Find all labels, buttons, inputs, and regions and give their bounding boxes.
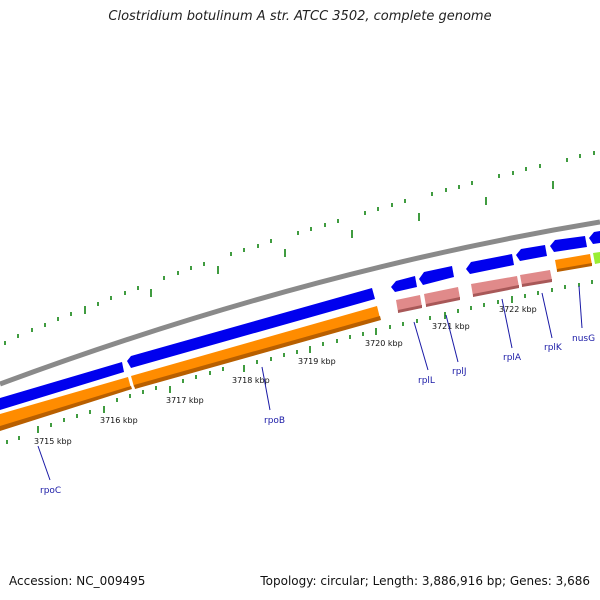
gene-rpoB-cds[interactable] [127, 288, 375, 368]
gene-rplK-shadow [522, 279, 552, 287]
gene-rplJ-shadow [426, 297, 460, 307]
inner-tick-ring [6, 280, 593, 444]
genome-backbone [0, 219, 600, 387]
scale-label: 3717 kbp [166, 396, 204, 405]
gene-label-nusG[interactable]: nusG [572, 334, 595, 344]
gene-label-rplJ[interactable]: rplJ [452, 367, 467, 377]
scale-label: 3715 kbp [34, 437, 72, 446]
scale-label: 3722 kbp [499, 305, 537, 314]
scale-label: 3721 kbp [432, 322, 470, 331]
gene-rplJ-cds[interactable] [419, 266, 454, 285]
gene-rpoB-shadow [134, 316, 381, 389]
gene-nusG-shadow [557, 263, 592, 272]
gene-rpoC-shadow [0, 386, 132, 431]
gene-label-rpoB[interactable]: rpoB [264, 416, 285, 426]
gene-nusG-cds[interactable] [550, 236, 587, 252]
gene-track [0, 252, 600, 431]
outer-tick-ring [4, 151, 595, 345]
gene-accent[interactable] [593, 252, 600, 264]
gene-rplL-shadow [398, 305, 422, 313]
gene-rpoB[interactable] [131, 306, 380, 387]
gene-next-cds[interactable] [589, 231, 600, 244]
gene-rplA-cds[interactable] [466, 254, 514, 274]
gene-rplK[interactable] [520, 270, 552, 286]
gene-rplA-shadow [473, 285, 519, 297]
gene-rpoC[interactable] [0, 377, 131, 428]
scale-label: 3718 kbp [232, 376, 270, 385]
gene-nusG[interactable] [555, 254, 592, 271]
gene-rplJ[interactable] [424, 287, 460, 306]
gene-rpoC-cds[interactable] [0, 362, 124, 410]
gene-rplK-cds[interactable] [516, 245, 547, 261]
gene-rplL-cds[interactable] [391, 276, 417, 292]
gene-label-rplK[interactable]: rplK [544, 343, 563, 353]
gene-label-rplA[interactable]: rplA [503, 353, 522, 363]
accession-label: Accession: NC_009495 [9, 574, 146, 588]
gene-labels: rpoC rpoB rplL rplJ rplA rplK nusG [40, 334, 595, 496]
map-title: Clostridium botulinum A str. ATCC 3502, … [108, 9, 492, 24]
gene-label-rpoC[interactable]: rpoC [40, 486, 61, 496]
scale-label: 3719 kbp [298, 357, 336, 366]
cds-track [0, 231, 600, 410]
scale-label: 3716 kbp [100, 416, 138, 425]
scale-label: 3720 kbp [365, 339, 403, 348]
gene-label-rplL[interactable]: rplL [418, 376, 435, 386]
gene-rplA[interactable] [471, 276, 519, 296]
scale-labels: 3715 kbp 3716 kbp 3717 kbp 3718 kbp 3719… [34, 305, 537, 446]
label-leaders [37, 285, 583, 481]
genome-summary: Topology: circular; Length: 3,886,916 bp… [260, 574, 590, 588]
